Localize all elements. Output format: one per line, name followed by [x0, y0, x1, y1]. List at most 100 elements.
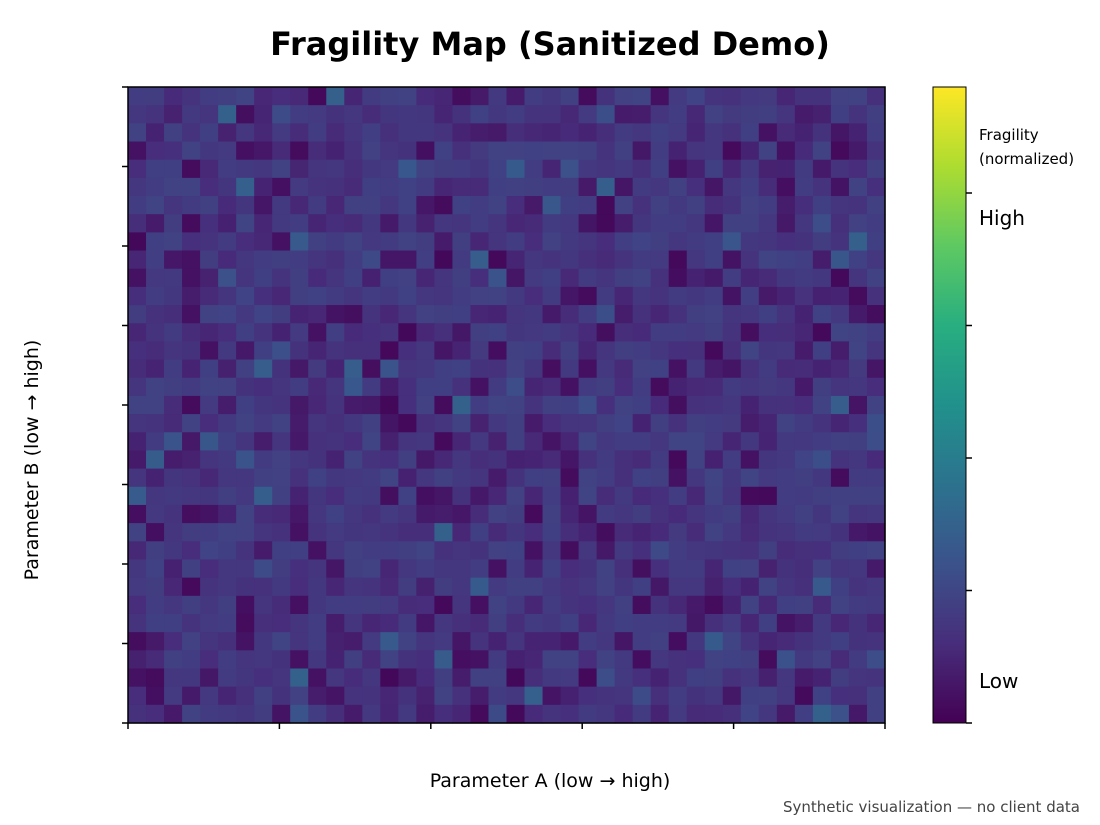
heatmap-cell — [794, 450, 814, 470]
heatmap-cell — [596, 323, 616, 342]
heatmap-cell — [704, 595, 724, 615]
heatmap-cell — [704, 159, 724, 179]
heatmap-cell — [182, 395, 201, 415]
heatmap-cell — [830, 450, 850, 470]
heatmap-cell — [218, 286, 237, 306]
heatmap-cell — [362, 395, 381, 415]
heatmap-cell — [668, 668, 688, 688]
heatmap-cell — [308, 250, 327, 270]
heatmap-cell — [542, 323, 562, 342]
heatmap-cell — [740, 196, 760, 215]
heatmap-cell — [290, 432, 309, 452]
heatmap-cell — [704, 523, 724, 542]
heatmap-cell — [578, 305, 598, 324]
heatmap-cell — [128, 268, 147, 288]
heatmap-cell — [182, 523, 201, 542]
heatmap-cell — [362, 541, 381, 561]
heatmap-cell — [650, 504, 670, 524]
heatmap-cell — [182, 341, 201, 361]
heatmap-cell — [506, 323, 526, 342]
heatmap-cell — [740, 414, 760, 433]
heatmap-cell — [506, 523, 526, 542]
heatmap-cell — [200, 523, 219, 542]
heatmap-cell — [578, 504, 598, 524]
heatmap-cell — [290, 559, 309, 579]
heatmap-cell — [686, 196, 706, 215]
heatmap-cell — [488, 196, 508, 215]
heatmap-cell — [866, 686, 886, 706]
heatmap-cell — [218, 577, 237, 597]
heatmap-cell — [542, 268, 562, 288]
heatmap-cell — [452, 650, 472, 670]
heatmap-cell — [560, 105, 580, 124]
heatmap-cell — [416, 414, 435, 433]
heatmap-cell — [218, 523, 237, 542]
heatmap-cell — [434, 323, 454, 342]
heatmap-cell — [416, 377, 435, 397]
heatmap-cell — [272, 595, 291, 615]
heatmap-cell — [128, 686, 147, 706]
heatmap-cell — [236, 250, 255, 270]
heatmap-cell — [488, 414, 508, 433]
heatmap-cell — [794, 105, 814, 124]
heatmap-cell — [434, 704, 454, 724]
heatmap-cell — [236, 395, 255, 415]
heatmap-cell — [470, 123, 490, 143]
heatmap-cell — [614, 141, 634, 161]
heatmap-cell — [524, 559, 544, 579]
heatmap-cell — [344, 595, 363, 615]
heatmap-cell — [560, 87, 580, 106]
heatmap-cell — [200, 432, 219, 452]
heatmap-cell — [794, 250, 814, 270]
heatmap-cell — [434, 305, 454, 324]
heatmap-cell — [362, 704, 381, 724]
heatmap-cell — [326, 214, 345, 233]
heatmap-cell — [470, 650, 490, 670]
heatmap-cell — [416, 704, 435, 724]
heatmap-cell — [560, 196, 580, 215]
heatmap-cell — [704, 668, 724, 688]
heatmap-cell — [164, 305, 183, 324]
heatmap-cell — [200, 250, 219, 270]
heatmap-cell — [650, 123, 670, 143]
heatmap-cell — [812, 577, 832, 597]
heatmap-cell — [794, 214, 814, 233]
heatmap-cell — [848, 323, 868, 342]
heatmap-cell — [866, 250, 886, 270]
heatmap-cell — [758, 432, 778, 452]
heatmap-cell — [272, 341, 291, 361]
heatmap-cell — [290, 704, 309, 724]
heatmap-cell — [830, 141, 850, 161]
heatmap-cell — [542, 632, 562, 651]
heatmap-cell — [182, 196, 201, 215]
heatmap-cell — [488, 450, 508, 470]
heatmap-cell — [506, 432, 526, 452]
heatmap-cell — [686, 541, 706, 561]
heatmap-cell — [488, 432, 508, 452]
heatmap-cell — [668, 577, 688, 597]
heatmap-cell — [560, 359, 580, 379]
heatmap-cell — [362, 268, 381, 288]
heatmap-cell — [596, 613, 616, 633]
heatmap-cell — [326, 159, 345, 179]
heatmap-cell — [326, 414, 345, 433]
heatmap-cell — [362, 632, 381, 651]
heatmap-cell — [650, 559, 670, 579]
heatmap-cell — [668, 377, 688, 397]
heatmap-cell — [308, 377, 327, 397]
heatmap-cell — [812, 87, 832, 106]
heatmap-cell — [344, 214, 363, 233]
heatmap-cell — [524, 486, 544, 506]
heatmap-cell — [434, 523, 454, 542]
heatmap-cell — [164, 123, 183, 143]
heatmap-cell — [794, 141, 814, 161]
heatmap-cell — [632, 268, 652, 288]
heatmap-cell — [218, 686, 237, 706]
heatmap-cell — [776, 214, 796, 233]
heatmap-cell — [524, 159, 544, 179]
heatmap-cell — [632, 450, 652, 470]
heatmap-cell — [326, 268, 345, 288]
heatmap-cell — [434, 414, 454, 433]
heatmap-cell — [560, 613, 580, 633]
heatmap-cell — [632, 141, 652, 161]
